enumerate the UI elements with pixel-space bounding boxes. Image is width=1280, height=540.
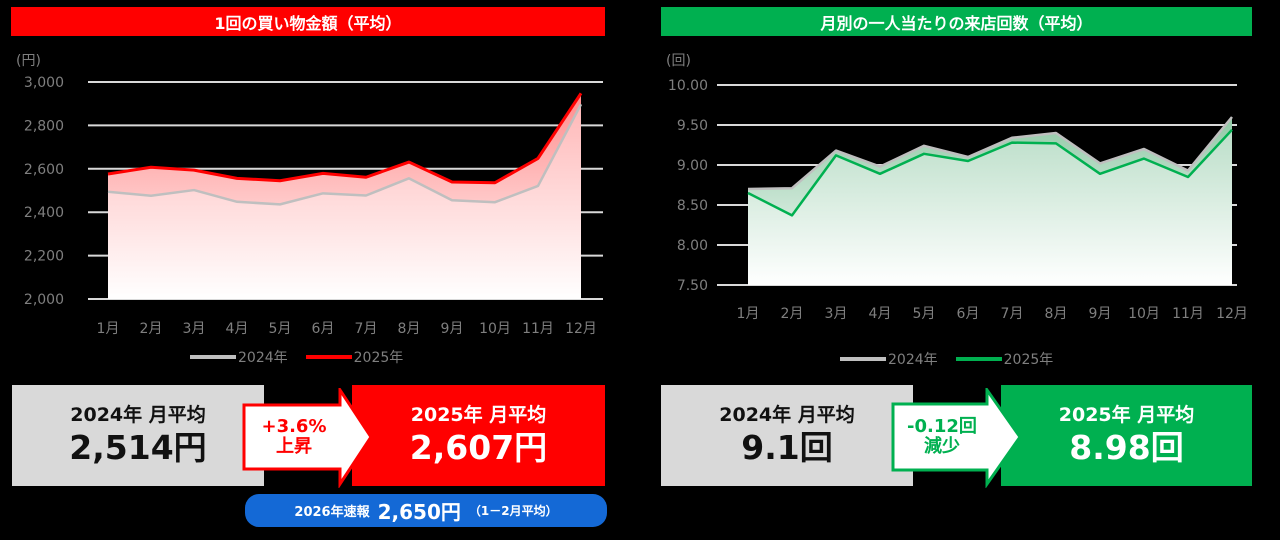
x-tick-label: 12月	[1216, 306, 1248, 322]
x-tick-label: 2月	[781, 306, 804, 322]
x-tick-label: 10月	[479, 321, 511, 337]
arrow-right-icon	[242, 385, 373, 489]
area-fill-lower	[108, 104, 581, 299]
prev-average-label: 2024年 月平均	[719, 403, 855, 426]
x-tick-label: 3月	[183, 321, 206, 337]
y-tick-label: 3,000	[24, 75, 64, 91]
area-fill	[108, 93, 581, 299]
right-prev-average-box: 2024年 月平均 9.1回	[661, 385, 913, 486]
prev-average-value: 9.1回	[741, 427, 833, 467]
decrease-arrow: -0.12回 減少	[889, 385, 1024, 489]
x-tick-label: 8月	[1045, 306, 1068, 322]
x-tick-label: 6月	[957, 306, 980, 322]
left-chart-title: 1回の買い物金額（平均）	[11, 7, 605, 36]
y-tick-label: 2,400	[24, 205, 64, 221]
area-fill	[748, 117, 1232, 285]
x-tick-label: 1月	[737, 306, 760, 322]
y-tick-label: 2,600	[24, 162, 64, 178]
curr-average-value: 2,607円	[409, 427, 548, 467]
legend-swatch-2025	[305, 355, 352, 359]
y-tick-label: 9.00	[677, 158, 708, 174]
left-curr-average-box: 2025年 月平均 2,607円	[352, 385, 605, 486]
y-tick-label: 10.00	[668, 78, 708, 94]
right-legend: 2024年 2025年	[840, 349, 1053, 369]
legend-label-2025: 2025年	[353, 350, 404, 366]
legend-swatch-2024	[840, 357, 886, 361]
y-tick-label: 8.50	[677, 198, 708, 214]
series-line-2024年	[107, 103, 583, 206]
increase-arrow: +3.6% 上昇	[240, 385, 375, 489]
x-tick-label: 2月	[140, 321, 163, 337]
legend-2024: 2024年	[840, 349, 938, 369]
y-tick-label: 2,000	[24, 292, 64, 308]
series-line-2025年	[747, 128, 1233, 217]
y-tick-label: 2,200	[24, 249, 64, 265]
prev-average-label: 2024年 月平均	[70, 403, 206, 426]
badge-label: 2026年速報	[294, 505, 370, 520]
series-line-2024年	[747, 116, 1233, 191]
x-tick-label: 9月	[441, 321, 464, 337]
spend-per-visit-chart: 2,000 2,200 2,400 2,600 2,800 3,000 1月 2月 3月 4月 5月…	[24, 75, 603, 337]
series-line-2025年	[107, 92, 583, 185]
badge-note: （1－2月平均）	[468, 504, 558, 518]
x-tick-label: 10月	[1128, 306, 1160, 322]
x-tick-label: 11月	[522, 321, 554, 337]
legend-2025: 2025年	[305, 347, 404, 367]
y-tick-label: 7.50	[677, 278, 708, 294]
change-direction-label: 減少	[924, 436, 960, 457]
x-tick-label: 7月	[1001, 306, 1024, 322]
x-tick-label: 4月	[226, 321, 249, 337]
legend-2025: 2025年	[955, 349, 1054, 369]
x-tick-label: 6月	[312, 321, 335, 337]
change-percent: +3.6%	[261, 416, 327, 437]
right-curr-average-box: 2025年 月平均 8.98回	[1001, 385, 1252, 486]
visits-per-person-chart: 7.50 8.00 8.50 9.00 9.50 10.00 1月 2月 3月 4月 5月 6月 7月 8…	[668, 78, 1248, 322]
x-tick-label: 5月	[913, 306, 936, 322]
x-tick-label: 4月	[869, 306, 892, 322]
left-panel: 1回の買い物金額（平均） (円) 2,000 2,200 2,400 2,600 2,8…	[11, 7, 607, 527]
x-tick-label: 8月	[398, 321, 421, 337]
y-tick-label: 9.50	[677, 118, 708, 134]
curr-average-label: 2025年 月平均	[1058, 403, 1195, 426]
legend-label-2025: 2025年	[1003, 352, 1054, 368]
x-tick-label: 3月	[825, 306, 848, 322]
arrow-right-icon	[891, 385, 1022, 489]
x-tick-label: 9月	[1089, 306, 1112, 322]
legend-label-2024: 2024年	[238, 350, 288, 366]
x-tick-label: 11月	[1172, 306, 1204, 322]
left-legend: 2024年 2025年	[190, 347, 403, 367]
left-y-unit: (円)	[16, 53, 41, 69]
x-tick-label: 5月	[269, 321, 292, 337]
curr-average-label: 2025年 月平均	[410, 403, 547, 426]
left-prev-average-box: 2024年 月平均 2,514円	[12, 385, 264, 486]
x-tick-label: 7月	[355, 321, 378, 337]
y-tick-label: 2,800	[24, 118, 64, 134]
preliminary-2026-badge: 2026年速報 2,650円 （1－2月平均）	[245, 494, 607, 527]
legend-swatch-2024	[190, 355, 236, 359]
curr-average-value: 8.98回	[1069, 427, 1184, 467]
legend-swatch-2025	[955, 357, 1002, 361]
badge-value: 2,650円	[377, 500, 461, 524]
x-tick-label: 12月	[565, 321, 597, 337]
x-tick-label: 1月	[97, 321, 120, 337]
prev-average-value: 2,514円	[69, 427, 207, 467]
change-amount: -0.12回	[907, 416, 977, 437]
right-y-unit: (回)	[666, 53, 691, 69]
change-direction-label: 上昇	[276, 436, 312, 457]
right-chart-title: 月別の一人当たりの来店回数（平均）	[661, 7, 1252, 36]
legend-label-2024: 2024年	[888, 352, 938, 368]
right-panel: 月別の一人当たりの来店回数（平均） (回) 7.50 8.00 8.50 9.00 9.…	[640, 0, 1280, 540]
area-fill-lower	[748, 129, 1232, 285]
y-tick-label: 8.00	[677, 238, 708, 254]
legend-2024: 2024年	[190, 347, 288, 367]
